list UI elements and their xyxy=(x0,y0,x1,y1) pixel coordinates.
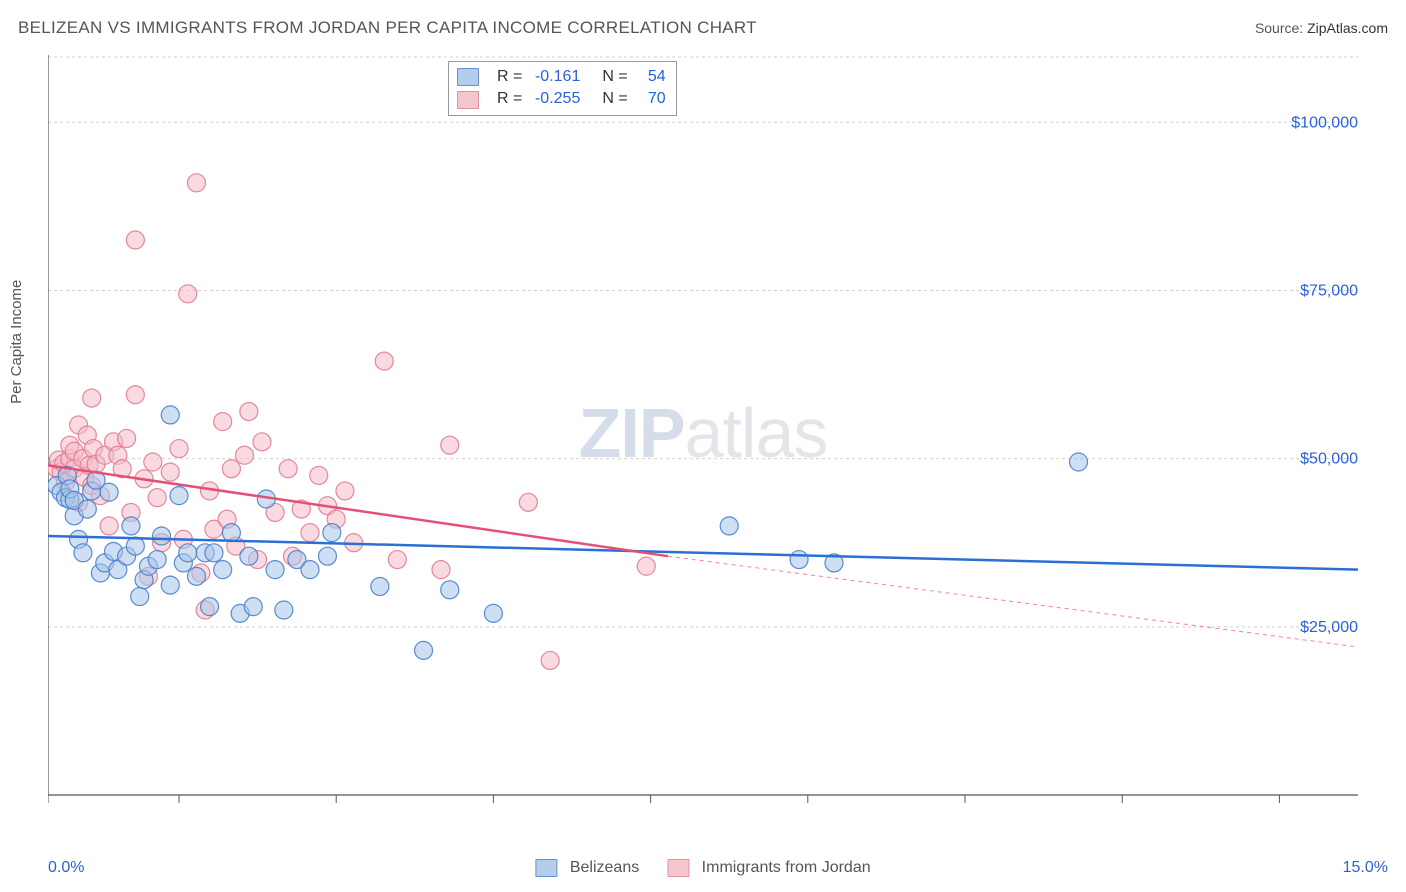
chart-title: BELIZEAN VS IMMIGRANTS FROM JORDAN PER C… xyxy=(18,18,757,38)
legend-swatch-pink xyxy=(667,859,689,877)
series-legend: Belizeans Immigrants from Jordan xyxy=(535,859,870,877)
legend-label-blue: Belizeans xyxy=(570,859,639,876)
correlation-stats-box: R = -0.161 N = 54 R = -0.255 N = 70 xyxy=(448,61,677,116)
source-label: Source: xyxy=(1255,20,1303,36)
y-axis-label: Per Capita Income xyxy=(8,280,25,404)
n-label-blue: N = xyxy=(602,66,627,88)
swatch-pink xyxy=(457,91,479,109)
stats-row-blue: R = -0.161 N = 54 xyxy=(457,66,666,88)
stats-row-pink: R = -0.255 N = 70 xyxy=(457,88,666,110)
r-value-pink: -0.255 xyxy=(532,88,580,110)
legend-label-pink: Immigrants from Jordan xyxy=(702,859,871,876)
svg-text:$50,000: $50,000 xyxy=(1300,451,1358,468)
r-label-pink: R = xyxy=(497,88,522,110)
n-value-blue: 54 xyxy=(638,66,666,88)
n-label-pink: N = xyxy=(602,88,627,110)
svg-text:$25,000: $25,000 xyxy=(1300,619,1358,636)
r-value-blue: -0.161 xyxy=(532,66,580,88)
legend-item-pink: Immigrants from Jordan xyxy=(667,859,870,877)
legend-swatch-blue xyxy=(535,859,557,877)
x-axis-min-label: 0.0% xyxy=(48,859,84,877)
svg-text:$100,000: $100,000 xyxy=(1291,114,1358,131)
source-value: ZipAtlas.com xyxy=(1307,20,1388,36)
x-axis-max-label: 15.0% xyxy=(1343,859,1388,877)
svg-text:$75,000: $75,000 xyxy=(1300,282,1358,299)
legend-item-blue: Belizeans xyxy=(535,859,639,877)
n-value-pink: 70 xyxy=(638,88,666,110)
swatch-blue xyxy=(457,68,479,86)
chart-header: BELIZEAN VS IMMIGRANTS FROM JORDAN PER C… xyxy=(18,18,1388,38)
chart-area: Per Capita Income $25,000$50,000$75,000$… xyxy=(18,55,1388,877)
scatter-plot: $25,000 $50,000 $75,000 $100,000 xyxy=(48,55,1388,845)
r-label-blue: R = xyxy=(497,66,522,88)
source-attribution: Source: ZipAtlas.com xyxy=(1255,20,1388,36)
